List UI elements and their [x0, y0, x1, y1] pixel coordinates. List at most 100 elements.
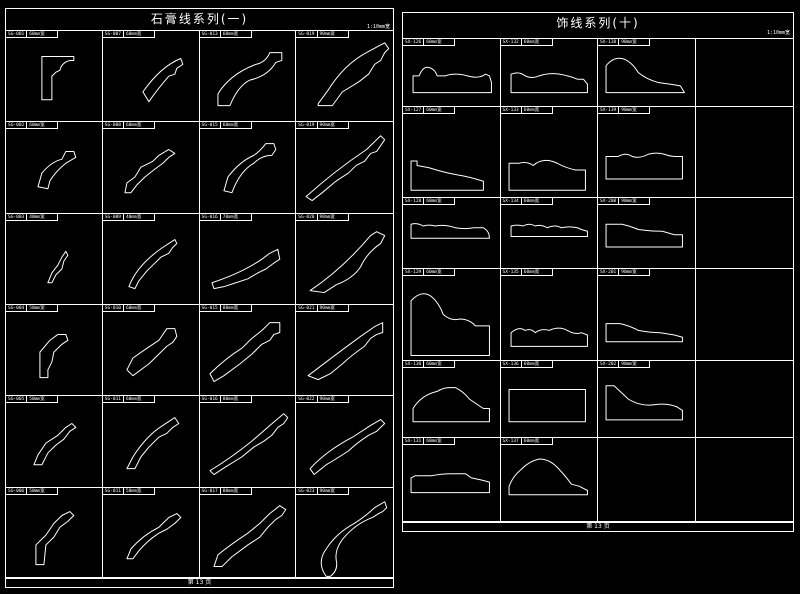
profile-width: 90mm宽 [317, 396, 349, 404]
profile-width: 50mm宽 [27, 487, 59, 495]
profile-section-drawing [598, 269, 695, 360]
profile-code: SG-008 [102, 122, 125, 130]
cell-label: SG-022 90mm宽 [296, 396, 349, 404]
profile-outline [511, 224, 587, 236]
profile-section-drawing [103, 122, 199, 212]
profile-cell: SG-022 90mm宽 [296, 396, 393, 488]
profile-cell: SX-200 90mm宽 [598, 198, 696, 269]
profile-outline [606, 58, 684, 92]
profile-section-drawing [6, 396, 102, 486]
profile-section-drawing [501, 198, 598, 268]
cell-label: SG-019 90mm宽 [296, 31, 349, 38]
profile-section-drawing [501, 39, 598, 106]
profile-outline [308, 323, 383, 380]
profile-code: SX-135 [500, 269, 522, 276]
profile-section-drawing [598, 198, 695, 268]
profile-width: 60mm宽 [424, 39, 456, 46]
profile-cell: SG-011 60mm宽 [102, 396, 200, 488]
cell-label: SG-003 40mm宽 [6, 213, 59, 221]
profile-code: SG-011 [102, 487, 125, 495]
profile-width: 60mm宽 [521, 39, 553, 46]
sheet-scale: 1:10mm宽 [766, 30, 790, 36]
empty-cell [598, 438, 696, 523]
profile-outline [606, 153, 682, 179]
cell-label: SX-139 90mm宽 [598, 107, 651, 114]
profile-cell: SG-010 60mm宽 [102, 305, 200, 397]
profile-cell: SG-019 90mm宽 [296, 122, 393, 214]
profile-cell: SG-001 60mm宽 [6, 31, 103, 123]
cell-label: SG-023 90mm宽 [296, 487, 349, 495]
profile-cell: SG-005 50mm宽 [6, 396, 103, 488]
profile-outline [310, 231, 385, 292]
profile-cell: SG-016 80mm宽 [199, 396, 297, 488]
profile-outline [413, 67, 491, 92]
profile-cell: SX-129 60mm宽 [403, 269, 501, 361]
profile-cell: SG-006 50mm宽 [6, 487, 103, 579]
profile-code: SX-132 [500, 39, 522, 46]
profile-code: SG-019 [296, 122, 318, 130]
profile-outline [127, 418, 179, 469]
profile-cell: SX-134 60mm宽 [500, 198, 598, 269]
profile-code: SG-013 [199, 31, 221, 38]
profile-code: SX-201 [598, 269, 620, 276]
profile-code: SX-131 [403, 438, 425, 445]
profile-code: SG-001 [6, 31, 28, 38]
cell-label: SG-016 80mm宽 [199, 396, 252, 404]
cell-label: SG-020 90mm宽 [296, 213, 349, 221]
profile-section-drawing [501, 438, 598, 522]
profile-outline [48, 251, 68, 282]
profile-cell: SX-137 60mm宽 [500, 438, 598, 523]
profile-cell: SG-008 60mm宽 [102, 122, 200, 214]
profile-cell: SG-013 60mm宽 [199, 31, 297, 123]
profile-outline [606, 324, 682, 342]
profile-code: SG-005 [6, 396, 28, 404]
cell-label: SX-127 60mm宽 [403, 107, 456, 114]
profile-width: 60mm宽 [124, 305, 156, 312]
sheet-decorative-moulding: 饰线系列(十) 1:10mm宽 SX-126 60mm宽 SX-132 60mm宽 SX… [402, 12, 794, 532]
cell-label: SX-130 60mm宽 [403, 361, 456, 368]
profile-grid: SX-126 60mm宽 SX-132 60mm宽 SX-138 90mm宽 SX-127 6… [403, 38, 793, 523]
profile-cell: SX-127 60mm宽 [403, 107, 501, 198]
profile-width: 60mm宽 [124, 122, 156, 130]
profile-outline [129, 239, 177, 288]
profile-outline [38, 152, 76, 189]
profile-cell: SG-016 70mm宽 [199, 213, 297, 305]
profile-code: SX-137 [500, 438, 522, 445]
profile-outline [318, 43, 389, 106]
cell-label: SG-010 60mm宽 [102, 305, 156, 312]
cell-label: SX-126 60mm宽 [403, 39, 456, 46]
cell-label: SG-004 50mm宽 [6, 305, 59, 312]
profile-width: 90mm宽 [317, 305, 349, 312]
profile-cell: SG-009 40mm宽 [102, 213, 200, 305]
profile-code: SG-003 [6, 213, 28, 221]
empty-cell [695, 198, 793, 269]
profile-outline [36, 511, 74, 564]
profile-code: SX-133 [500, 107, 522, 114]
profile-width: 60mm宽 [124, 396, 156, 404]
profile-width: 60mm宽 [521, 269, 553, 276]
profile-outline [411, 224, 489, 239]
profile-outline [217, 53, 281, 106]
sheet-title: 饰线系列(十) [556, 16, 640, 30]
profile-code: SG-016 [199, 213, 221, 221]
profile-width: 60mm宽 [220, 31, 252, 38]
profile-section-drawing [6, 305, 102, 395]
profile-cell: SG-002 60mm宽 [6, 122, 103, 214]
profile-section-drawing [501, 269, 598, 360]
profile-cell: SX-128 60mm宽 [403, 198, 501, 269]
cell-label: SX-138 90mm宽 [598, 39, 651, 46]
cell-label: SX-136 60mm宽 [500, 361, 553, 368]
profile-code: SX-127 [403, 107, 425, 114]
profile-code: SX-202 [598, 361, 620, 368]
profile-outline [413, 388, 489, 422]
profile-width: 80mm宽 [220, 487, 252, 495]
profile-cell: SG-003 40mm宽 [6, 213, 103, 305]
profile-section-drawing [403, 107, 500, 197]
profile-section-drawing [403, 269, 500, 360]
profile-section-drawing [200, 214, 296, 304]
profile-outline [40, 334, 68, 377]
profile-width: 50mm宽 [27, 305, 59, 312]
profile-section-drawing [403, 198, 500, 268]
cell-label: SX-128 60mm宽 [403, 198, 456, 205]
profile-code: SG-015 [199, 122, 221, 130]
